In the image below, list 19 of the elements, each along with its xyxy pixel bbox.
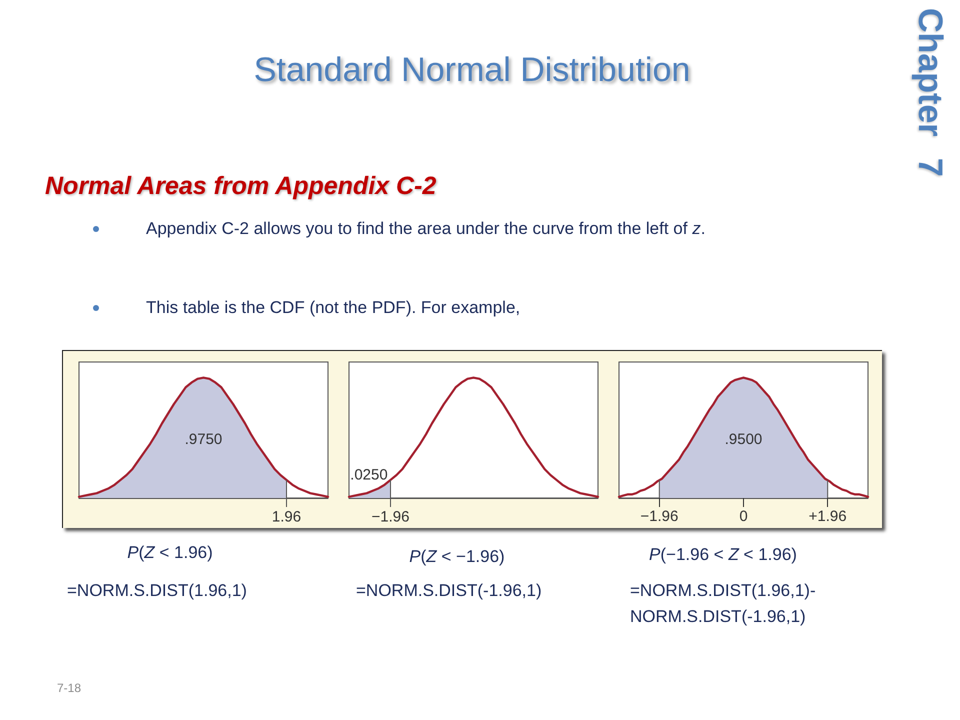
x-tick-label: −1.96	[640, 508, 678, 525]
text: This table is the CDF (not the PDF). For example,	[146, 297, 520, 319]
text: =NORM.S.DIST(1.96,1)	[67, 580, 248, 602]
text: P(Z < 1.96)	[127, 542, 213, 564]
annotation: .0250	[350, 466, 388, 484]
text: 7-18	[57, 681, 82, 695]
x-tick-label: +1.96	[808, 508, 847, 525]
annotation: .9750	[184, 431, 222, 448]
text: P(−1.96 < Z < 1.96)	[649, 544, 797, 566]
text: P(Z < −1.96)	[409, 546, 505, 568]
text: 1.96	[272, 508, 302, 526]
x-tick-label: 0	[739, 508, 748, 525]
text: =NORM.S.DIST(1.96,1)-NORM.S.DIST(-1.96,1)	[630, 580, 817, 628]
annotation: .9500	[724, 431, 762, 448]
text: Standard Normal Distribution	[254, 50, 690, 90]
text: Appendix C-2 allows you to find the area under the curve from the left of z.	[146, 218, 706, 240]
text: Chapter 7	[910, 8, 949, 177]
text: =NORM.S.DIST(-1.96,1)	[356, 580, 543, 602]
text: Normal Areas from Appendix C-2	[45, 171, 436, 201]
